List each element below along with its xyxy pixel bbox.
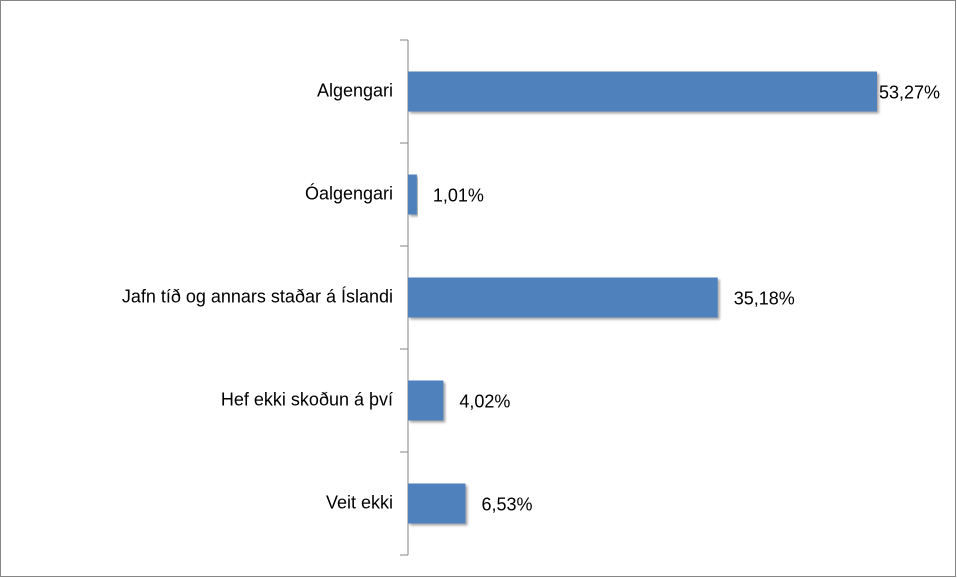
category-label: Jafn tíð og annars staðar á Íslandi xyxy=(122,286,393,306)
category-label: Veit ekki xyxy=(326,492,393,512)
bar xyxy=(408,174,417,215)
bar xyxy=(408,71,877,112)
data-label: 4,02% xyxy=(459,391,510,411)
bar xyxy=(408,277,718,318)
data-label: 35,18% xyxy=(734,288,795,308)
category-label: Hef ekki skoðun á því xyxy=(221,389,393,409)
data-label: 1,01% xyxy=(433,185,484,205)
category-label: Óalgengari xyxy=(305,182,393,203)
bar xyxy=(408,483,466,524)
bar xyxy=(408,380,444,421)
category-label: Algengari xyxy=(317,80,393,100)
data-label: 53,27% xyxy=(879,82,940,102)
data-label: 6,53% xyxy=(481,494,532,514)
